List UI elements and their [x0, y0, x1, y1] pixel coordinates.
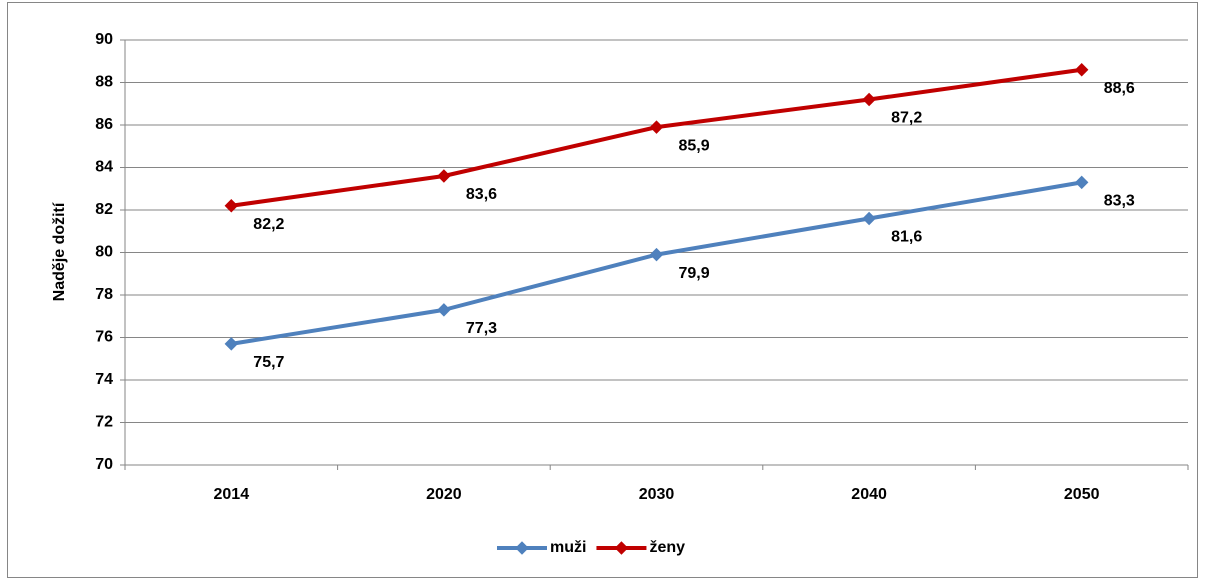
y-tick-label: 84 — [95, 159, 113, 176]
point-marker — [862, 211, 876, 226]
y-tick-label: 82 — [95, 201, 113, 218]
point-marker — [1074, 63, 1089, 77]
point-marker — [224, 199, 239, 213]
legend-marker — [515, 541, 529, 555]
data-label: 75,7 — [253, 354, 284, 371]
x-tick-label: 2050 — [1064, 486, 1100, 503]
point-marker — [437, 303, 451, 317]
data-label: 77,3 — [466, 320, 497, 337]
y-axis-label: Naděje dožití — [51, 202, 68, 301]
y-tick-label: 78 — [95, 286, 113, 303]
data-label: 79,9 — [679, 265, 710, 282]
legend-marker — [614, 541, 629, 555]
legend-label: ženy — [649, 539, 685, 556]
y-tick-label: 86 — [95, 116, 113, 133]
point-marker — [862, 92, 876, 107]
x-tick-label: 2014 — [214, 486, 250, 503]
y-tick-label: 80 — [95, 244, 113, 261]
y-tick-label: 90 — [95, 31, 113, 48]
data-label: 83,3 — [1104, 193, 1135, 210]
y-tick-label: 72 — [95, 414, 113, 431]
data-label: 81,6 — [891, 229, 922, 246]
y-tick-label: 88 — [95, 74, 113, 91]
data-label: 83,6 — [466, 186, 497, 203]
x-tick-label: 2040 — [851, 486, 887, 503]
x-tick-label: 2030 — [639, 486, 675, 503]
data-label: 87,2 — [891, 110, 922, 127]
x-tick-label: 2020 — [426, 486, 462, 503]
point-marker — [1074, 175, 1089, 190]
chart-border — [7, 2, 1198, 578]
y-tick-label: 76 — [95, 329, 113, 346]
point-marker — [437, 169, 451, 183]
legend-label: muži — [550, 539, 586, 556]
y-tick-label: 74 — [95, 371, 113, 388]
point-marker — [649, 247, 664, 262]
data-label: 82,2 — [253, 216, 284, 233]
y-tick-label: 70 — [95, 456, 113, 473]
point-marker — [649, 120, 664, 134]
data-label: 85,9 — [679, 137, 710, 154]
point-marker — [224, 337, 239, 351]
data-label: 88,6 — [1104, 80, 1135, 97]
